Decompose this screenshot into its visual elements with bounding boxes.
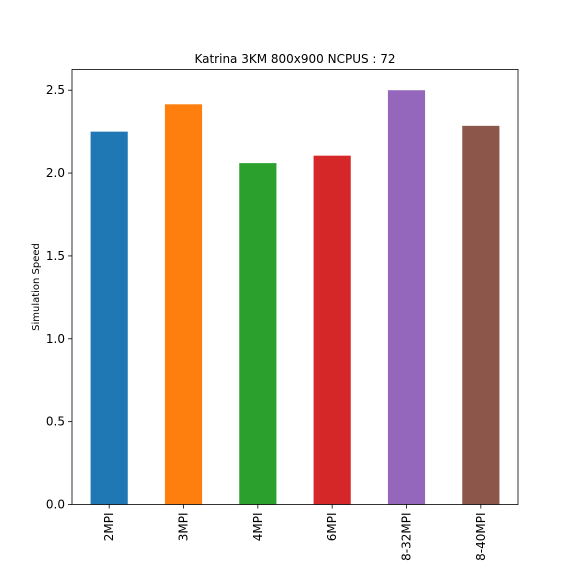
bars-group bbox=[90, 90, 500, 505]
y-tick-label: 2.5 bbox=[46, 83, 65, 97]
x-tick-label: 4MPI bbox=[251, 513, 265, 542]
y-tick-label: 2.0 bbox=[46, 166, 65, 180]
x-tick-label: 8-40MPI bbox=[474, 513, 488, 561]
bar-2mpi bbox=[90, 131, 128, 505]
y-tick-label: 0.5 bbox=[46, 415, 65, 429]
y-tick-label: 1.0 bbox=[46, 332, 65, 346]
x-tick-label: 3MPI bbox=[177, 513, 191, 542]
x-tick-label: 8-32MPI bbox=[400, 513, 414, 561]
plot-frame bbox=[71, 69, 519, 505]
y-tick-label: 0.0 bbox=[46, 498, 65, 512]
y-axis-label: Simulation Speed bbox=[31, 243, 42, 331]
x-tick-label: 6MPI bbox=[325, 513, 339, 542]
x-tick-label: 2MPI bbox=[102, 513, 116, 542]
x-axis-ticks: 2MPI 3MPI 4MPI 6MPI 8-32MPI 8-40MPI bbox=[102, 504, 488, 561]
y-axis-ticks: 0.0 0.5 1.0 1.5 2.0 2.5 bbox=[46, 83, 72, 512]
chart-title: Katrina 3KM 800x900 NCPUS : 72 bbox=[194, 52, 395, 66]
bar-8-40mpi bbox=[462, 125, 500, 505]
bar-3mpi bbox=[164, 104, 203, 505]
bar-8-32mpi bbox=[387, 90, 426, 505]
y-tick-label: 1.5 bbox=[46, 249, 65, 263]
bar-4mpi bbox=[239, 163, 277, 505]
bar-6mpi bbox=[313, 155, 351, 505]
